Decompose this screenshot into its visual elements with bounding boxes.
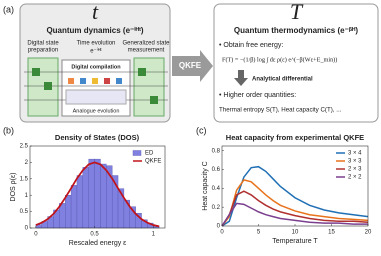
panel-label: (a) — [3, 4, 14, 14]
arrow — [172, 50, 213, 82]
label: e⁻ⁱᴴᵗ — [90, 47, 102, 55]
label: Time evolution — [77, 41, 116, 47]
legend-label: 3 × 4 — [348, 151, 362, 157]
panel-label: (b) — [3, 125, 14, 135]
label: Digital state — [27, 41, 59, 47]
y-tick-label: 0.5 — [20, 209, 29, 215]
plot-frame — [29, 145, 166, 229]
label: Digital compilation — [71, 64, 121, 70]
chart-title: Heat capacity from experimental QKFE — [226, 133, 364, 142]
line — [221, 190, 369, 227]
bar — [70, 185, 78, 229]
x-tick-label: 15 — [328, 230, 335, 236]
y-tick-label: 1 — [25, 193, 29, 199]
bar — [88, 158, 95, 229]
x-axis-label: Rescaled energy ε — [69, 240, 127, 247]
y-tick-label: 0 — [25, 226, 29, 232]
line — [35, 161, 160, 228]
y-tick-label: 0 — [217, 224, 221, 230]
legend-label: 2 × 2 — [348, 175, 362, 181]
y-tick-label: 0.4 — [212, 186, 221, 192]
bar — [82, 167, 89, 229]
line — [221, 179, 369, 227]
x-tick-label: 10 — [292, 230, 299, 236]
thermo-box — [213, 3, 379, 123]
bullet: • Obtain free energy: — [219, 42, 283, 49]
x-tick-label: 0 — [220, 230, 224, 236]
symbol: T — [290, 0, 304, 24]
label: Generalized state — [122, 41, 170, 47]
label: measurement — [128, 48, 165, 54]
y-tick-label: 0.8 — [212, 148, 221, 154]
label: Analytical differential — [252, 77, 313, 83]
panel-label: (c) — [196, 125, 207, 135]
y-tick-label: 0.6 — [212, 167, 221, 173]
bar — [65, 194, 72, 229]
legend-label: 3 × 3 — [348, 159, 362, 165]
label: Analogue evolution — [73, 108, 120, 114]
box-title: Quantum thermodynamics (e⁻ᵝᴴ) — [234, 26, 359, 35]
line — [221, 165, 369, 227]
formula: F(T) = −(1/β) log ∫ dε ρ(ε) e^(−β(Wε+E_m… — [222, 56, 337, 63]
y-axis-label: DOS ρ(ε) — [10, 173, 17, 202]
box-title: Quantum dynamics (e⁻ⁱᴴᵗ) — [46, 25, 143, 35]
bar — [94, 158, 101, 229]
legend-label: QKFE — [145, 159, 161, 165]
y-tick-label: 2.5 — [20, 144, 29, 150]
circuit — [24, 57, 168, 117]
legend-label: 2 × 3 — [348, 167, 362, 173]
x-tick-label: 1 — [152, 232, 156, 238]
y-tick-label: 2 — [25, 160, 29, 166]
x-tick-label: 0.5 — [90, 232, 99, 238]
bar — [76, 175, 84, 229]
y-tick-label: 0.2 — [212, 205, 221, 211]
bar — [59, 203, 66, 229]
bullet: • Higher order quantities: — [219, 92, 296, 99]
x-tick-label: 5 — [257, 230, 261, 236]
x-tick-label: 20 — [365, 230, 372, 236]
bar — [100, 163, 107, 229]
x-axis-label: Temperature T — [272, 238, 318, 245]
y-tick-label: 1.5 — [20, 176, 29, 182]
chart-title: Density of States (DOS) — [55, 133, 140, 142]
legend-label: ED — [145, 151, 154, 157]
label: preparation — [28, 48, 58, 54]
label: Thermal entropy S(T), Heat capacity C(T)… — [219, 107, 342, 114]
legend-swatch — [132, 150, 142, 156]
arrow-label: QKFE — [179, 61, 202, 70]
down-arrow — [234, 70, 248, 86]
line — [221, 202, 368, 227]
x-tick-label: 0 — [34, 232, 38, 238]
symbol: t — [92, 0, 99, 24]
y-axis-label: Heat capacity C — [202, 161, 209, 210]
